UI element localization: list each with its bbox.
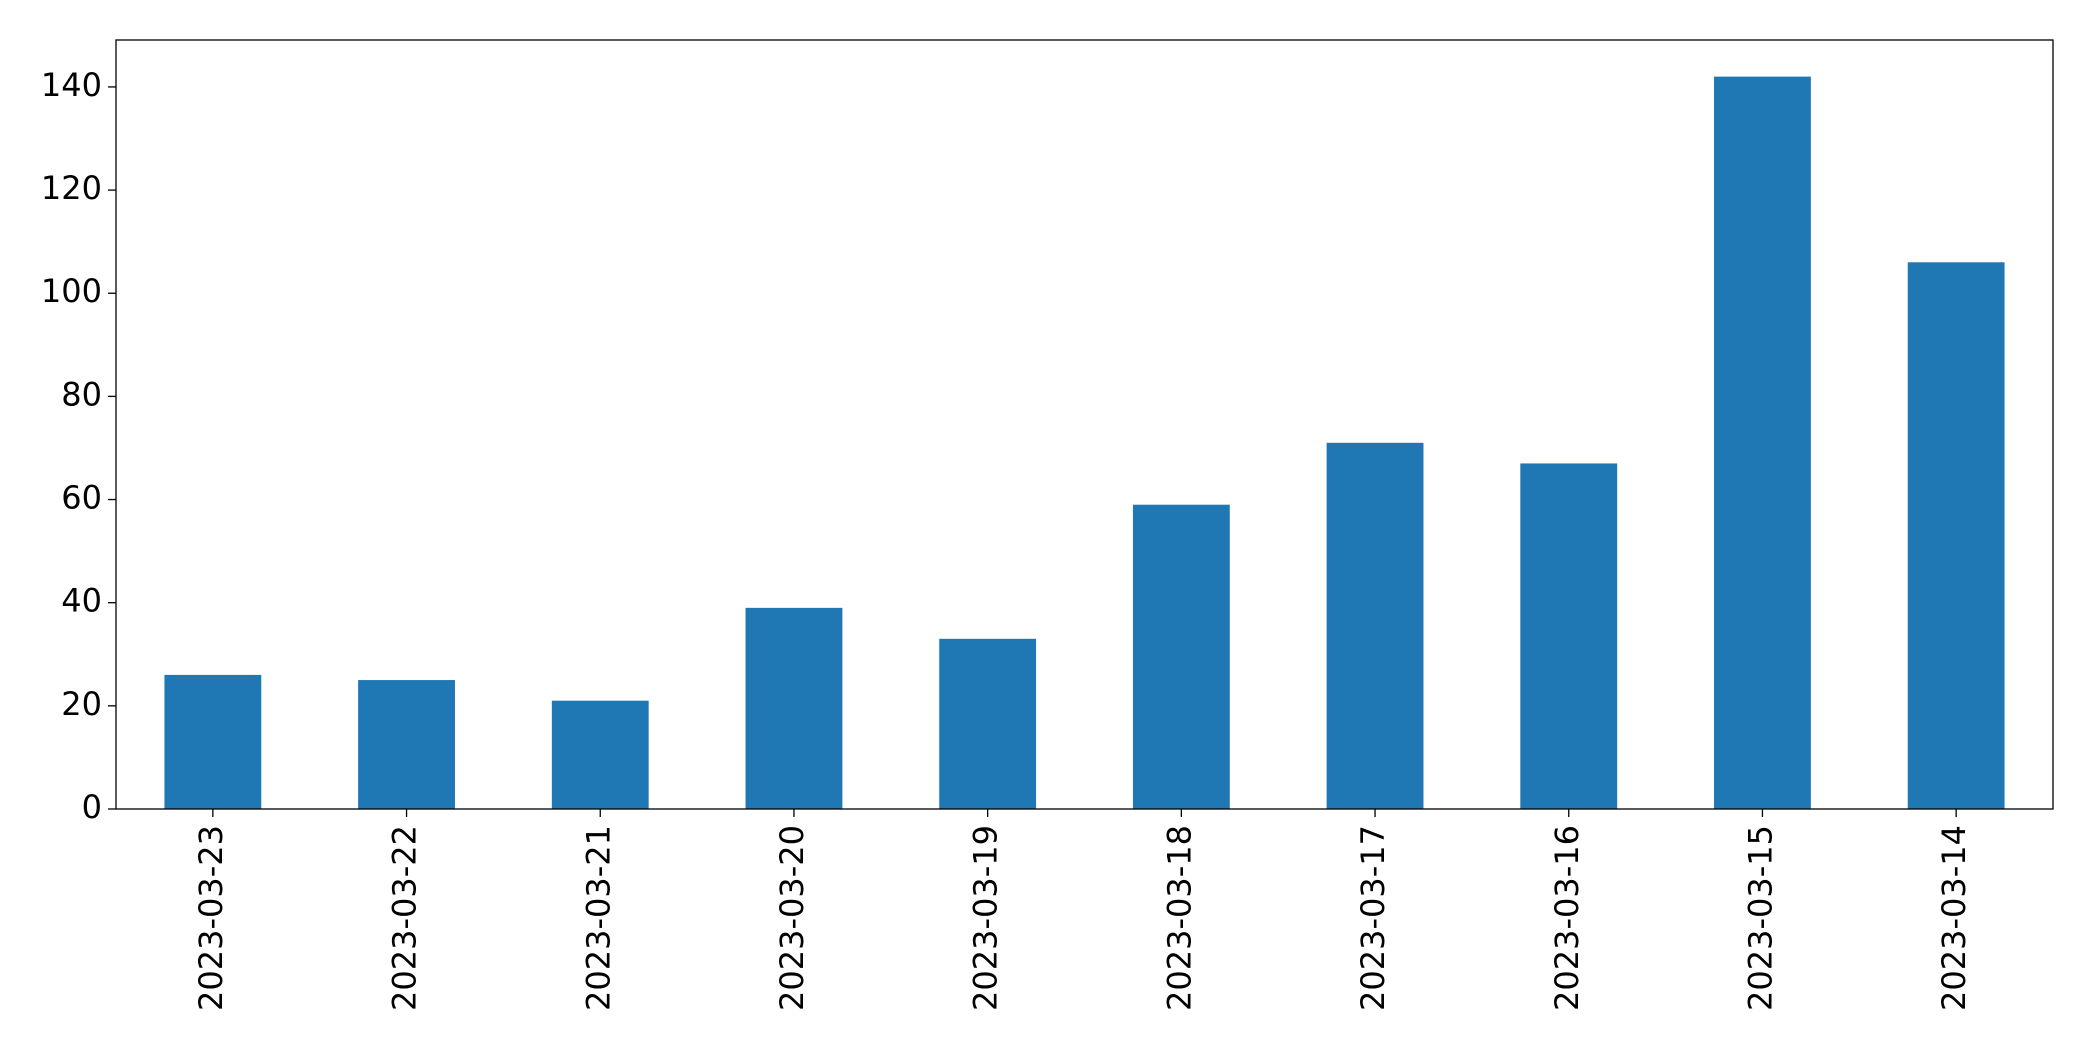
bar (1714, 76, 1811, 810)
x-tick-label: 2023-03-22 (386, 825, 424, 1011)
y-tick-label: 0 (82, 788, 102, 826)
bar (1326, 442, 1424, 809)
bar (939, 638, 1037, 809)
bar (1907, 262, 2005, 809)
x-tick-label: 2023-03-21 (579, 825, 617, 1011)
x-tick-label: 2023-03-23 (192, 825, 230, 1011)
y-tick-label: 80 (61, 375, 102, 413)
y-tick-label: 40 (61, 582, 102, 620)
y-tick-label: 120 (41, 169, 102, 207)
bar (551, 700, 649, 809)
x-tick-label: 2023-03-14 (1935, 825, 1973, 1011)
y-tick-label: 20 (61, 685, 102, 723)
x-tick-label: 2023-03-18 (1160, 825, 1198, 1011)
bar (1520, 463, 1618, 809)
y-tick-label: 60 (61, 479, 102, 517)
y-tick-label: 140 (41, 66, 102, 104)
y-tick-label: 100 (41, 272, 102, 310)
x-tick-label: 2023-03-19 (967, 825, 1005, 1011)
x-tick-label: 2023-03-20 (773, 825, 811, 1011)
x-tick-label: 2023-03-15 (1741, 825, 1779, 1011)
x-tick-label: 2023-03-17 (1354, 825, 1392, 1011)
bar (745, 607, 843, 809)
bar (164, 674, 262, 809)
bar (1132, 504, 1230, 809)
x-tick-label: 2023-03-16 (1548, 825, 1586, 1011)
plot-frame (115, 39, 2054, 810)
bar (358, 680, 455, 809)
